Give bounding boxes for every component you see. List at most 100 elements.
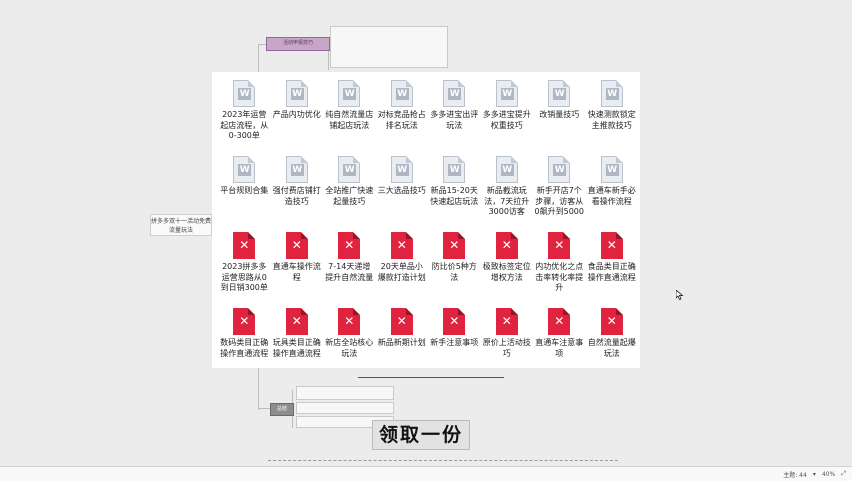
file-label: 极致标签定位增权方法 [482, 262, 531, 282]
zoom-minus-icon[interactable]: ▾ [812, 470, 816, 478]
file-grid: W 2023年运营起店流程，从0-300单 W 产品内功优化 W 纯自然流量店铺起店玩法 W… [218, 78, 638, 382]
word-document-icon: W [600, 80, 623, 107]
file-item[interactable]: W 多多进宝提升权重技巧 [481, 78, 534, 154]
file-item[interactable]: ✕ 新品新期计划 [376, 306, 429, 382]
xmind-file-icon: ✕ [600, 232, 623, 259]
subtopic-activity[interactable]: 活动申报技巧 [266, 37, 330, 51]
file-item[interactable]: ✕ 新店全站核心玩法 [323, 306, 376, 382]
note-node[interactable] [330, 26, 448, 68]
file-item[interactable]: ✕ 直通车操作流程 [271, 230, 324, 306]
file-label: 多多进宝出评玩法 [430, 110, 479, 130]
file-label: 原价上活动技巧 [482, 338, 531, 358]
xmind-file-icon: ✕ [495, 232, 518, 259]
file-item[interactable]: W 全站推广快速起量技巧 [323, 154, 376, 230]
file-item[interactable]: W 对标竞品抢占排名玩法 [376, 78, 429, 154]
file-item[interactable]: ✕ 7-14天递增提升自然流量 [323, 230, 376, 306]
file-item[interactable]: W 新品15-20天快速起店玩法 [428, 154, 481, 230]
file-row: W 2023年运营起店流程，从0-300单 W 产品内功优化 W 纯自然流量店铺起店玩法 W… [218, 78, 638, 154]
file-label: 直通车操作流程 [272, 262, 321, 282]
file-item[interactable]: ✕ 数码类目正确操作直通流程 [218, 306, 271, 382]
xmind-file-icon: ✕ [548, 308, 571, 335]
file-item[interactable]: W 直通车新手必看操作流程 [586, 154, 639, 230]
word-document-icon: W [548, 156, 571, 183]
word-document-icon: W [443, 80, 466, 107]
file-label: 新品新期计划 [377, 338, 426, 347]
zoom-level[interactable]: 40% [821, 470, 836, 478]
file-label: 新品15-20天快速起店玩法 [430, 186, 479, 206]
file-row: ✕ 数码类目正确操作直通流程 ✕ 玩具类目正确操作直通流程 ✕ 新店全站核心玩法 ✕ 新品新期… [218, 306, 638, 382]
word-document-icon: W [548, 80, 571, 107]
file-label: 2023拼多多运营思路从0到日销300单 [220, 262, 268, 292]
file-item[interactable]: ✕ 自然流量起爆玩法 [586, 306, 639, 382]
file-label: 20天单品小爆款打造计划 [377, 262, 426, 282]
file-item[interactable]: W 新手开店7个步骤，访客从0飙升到5000 [533, 154, 586, 230]
file-row: W 平台规则合集 W 强付费店铺打造技巧 W 全站推广快速起量技巧 W 三大选品技巧 W 新品15… [218, 154, 638, 230]
root-topic[interactable]: 拼多多双十一活动免费流量玩法 [150, 214, 212, 236]
xmind-file-icon: ✕ [443, 232, 466, 259]
file-label: 玩具类目正确操作直通流程 [272, 338, 321, 358]
file-item[interactable]: W 纯自然流量店铺起店玩法 [323, 78, 376, 154]
file-label: 对标竞品抢占排名玩法 [377, 110, 426, 130]
file-item[interactable]: ✕ 食品类目正确操作直通流程 [586, 230, 639, 306]
file-item[interactable]: ✕ 原价上活动技巧 [481, 306, 534, 382]
word-document-icon: W [285, 80, 308, 107]
file-label: 新品截流玩法，7天拉升3000访客 [484, 186, 530, 216]
word-document-icon: W [495, 80, 518, 107]
file-item[interactable]: W 平台规则合集 [218, 154, 271, 230]
topic-count: 主题: 44 [783, 471, 807, 479]
word-document-icon: W [600, 156, 623, 183]
word-document-icon: W [390, 80, 413, 107]
word-document-icon: W [285, 156, 308, 183]
file-item[interactable]: ✕ 玩具类目正确操作直通流程 [271, 306, 324, 382]
video-caption: 领取一份 [372, 420, 471, 450]
file-item[interactable]: ✕ 内功优化之点击率转化率提升 [533, 230, 586, 306]
xmind-file-icon: ✕ [548, 232, 571, 259]
file-item[interactable]: W 多多进宝出评玩法 [428, 78, 481, 154]
xmind-file-icon: ✕ [495, 308, 518, 335]
note-node[interactable] [296, 386, 394, 400]
subtopic-activity-label: 活动申报技巧 [282, 40, 313, 46]
subtopic-summary[interactable]: 总结 [270, 403, 294, 416]
file-label: 内功优化之点击率转化率提升 [535, 262, 584, 292]
file-item[interactable]: W 改销量技巧 [533, 78, 586, 154]
boundary-line [268, 460, 618, 462]
word-document-icon: W [495, 156, 518, 183]
root-topic-label: 拼多多双十一活动免费流量玩法 [151, 218, 212, 234]
file-item[interactable]: W 三大选品技巧 [376, 154, 429, 230]
note-node[interactable] [296, 402, 394, 414]
file-item[interactable]: W 快速测款锁定主推款技巧 [586, 78, 639, 154]
file-item[interactable]: ✕ 直通车注意事项 [533, 306, 586, 382]
file-label: 防比价5种方法 [431, 262, 477, 282]
file-label: 自然流量起爆玩法 [587, 338, 636, 358]
file-label: 直通车注意事项 [535, 338, 584, 358]
xmind-file-icon: ✕ [390, 232, 413, 259]
file-item[interactable]: W 2023年运营起店流程，从0-300单 [218, 78, 271, 154]
fullscreen-icon[interactable]: ⤢ [841, 470, 846, 477]
mouse-cursor-icon [676, 290, 684, 300]
word-document-icon: W [233, 156, 256, 183]
word-document-icon: W [390, 156, 413, 183]
xmind-file-icon: ✕ [285, 308, 308, 335]
xmind-file-icon: ✕ [600, 308, 623, 335]
file-label: 纯自然流量店铺起店玩法 [325, 110, 374, 130]
file-label: 数码类目正确操作直通流程 [220, 338, 269, 358]
file-label: 全站推广快速起量技巧 [325, 186, 374, 206]
file-item[interactable]: ✕ 2023拼多多运营思路从0到日销300单 [218, 230, 271, 306]
file-label: 7-14天递增提升自然流量 [325, 262, 374, 282]
file-item[interactable]: W 产品内功优化 [271, 78, 324, 154]
file-label: 产品内功优化 [272, 110, 321, 119]
xmind-file-icon: ✕ [233, 232, 256, 259]
status-right: 主题: 44 ▾ 40% ⤢ [783, 467, 846, 481]
file-item[interactable]: W 新品截流玩法，7天拉升3000访客 [481, 154, 534, 230]
file-item[interactable]: ✕ 新手注意事项 [428, 306, 481, 382]
xmind-file-icon: ✕ [285, 232, 308, 259]
file-item[interactable]: ✕ 防比价5种方法 [428, 230, 481, 306]
xmind-file-icon: ✕ [338, 232, 361, 259]
status-bar: 主题: 44 ▾ 40% ⤢ [0, 466, 852, 481]
file-item[interactable]: W 强付费店铺打造技巧 [271, 154, 324, 230]
xmind-file-icon: ✕ [338, 308, 361, 335]
file-item[interactable]: ✕ 极致标签定位增权方法 [481, 230, 534, 306]
file-label: 新手注意事项 [430, 338, 479, 347]
file-item[interactable]: ✕ 20天单品小爆款打造计划 [376, 230, 429, 306]
word-document-icon: W [443, 156, 466, 183]
